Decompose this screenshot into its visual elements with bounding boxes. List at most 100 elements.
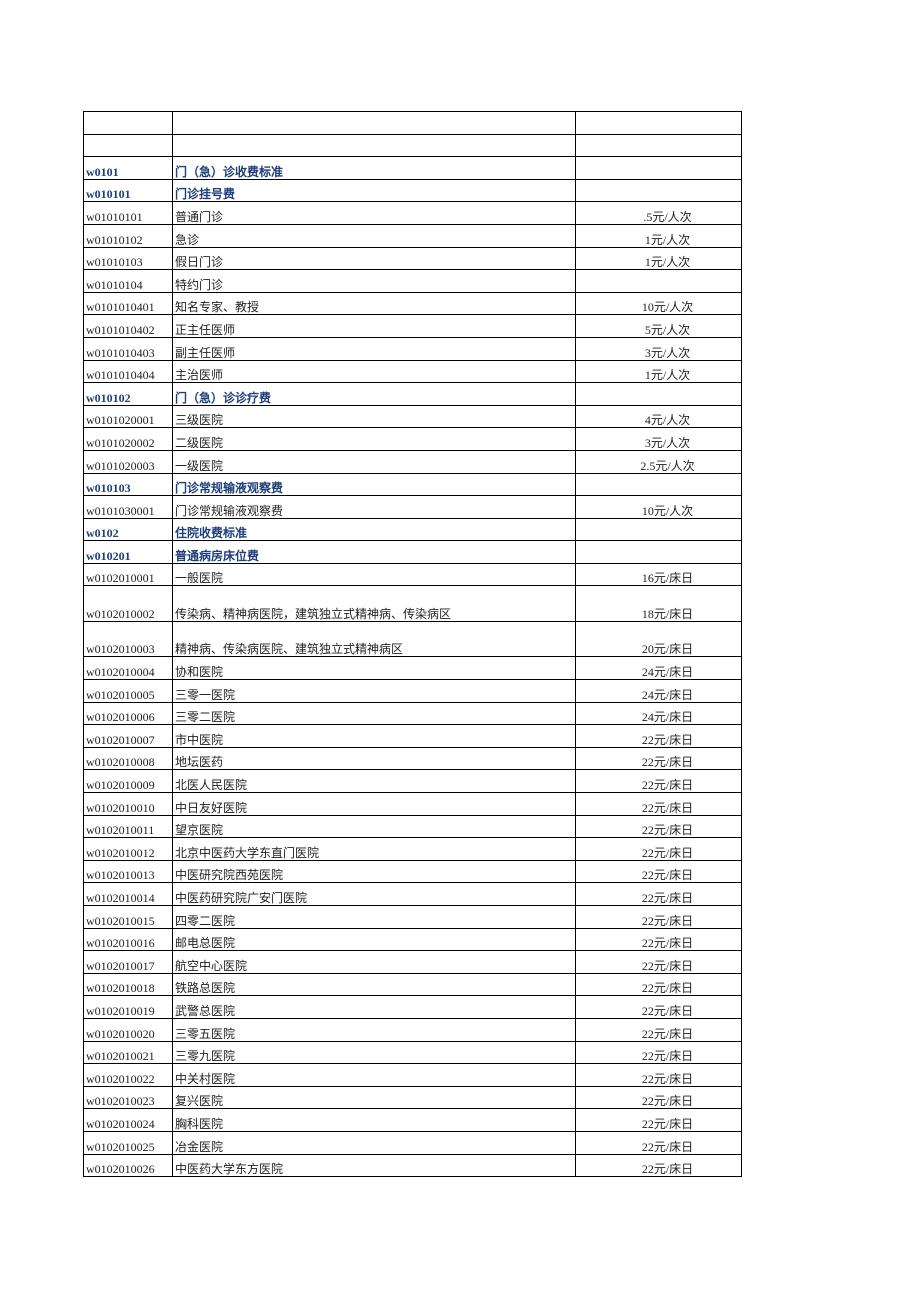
table-row: w0102010005 三零一医院 24元/床日 bbox=[83, 679, 742, 703]
name-cell: 三零一医院 bbox=[172, 679, 576, 703]
category-row: w010102 门（急）诊诊疗费 bbox=[83, 382, 742, 406]
table-row: w0102010009 北医人民医院 22元/床日 bbox=[83, 769, 742, 794]
price-cell: 22元/床日 bbox=[575, 1085, 742, 1110]
price-cell bbox=[575, 472, 742, 497]
price-cell bbox=[575, 382, 742, 406]
code-cell: w0102010013 bbox=[83, 859, 173, 884]
table-row: w0102010023 复兴医院 22元/床日 bbox=[83, 1085, 742, 1110]
code-cell: w0102010016 bbox=[83, 927, 173, 952]
name-cell: 胸科医院 bbox=[172, 1108, 576, 1132]
name-cell: 一级医院 bbox=[172, 449, 576, 474]
name-cell: 主治医师 bbox=[172, 359, 576, 384]
name-cell: 复兴医院 bbox=[172, 1085, 576, 1110]
code-cell: w010103 bbox=[83, 472, 173, 497]
price-cell: 24元/床日 bbox=[575, 701, 742, 726]
table-row: w0102010011 望京医院 22元/床日 bbox=[83, 814, 742, 839]
table-row: w0102010025 冶金医院 22元/床日 bbox=[83, 1130, 742, 1155]
price-cell: 3元/人次 bbox=[575, 336, 742, 361]
name-cell: 中关村医院 bbox=[172, 1063, 576, 1087]
price-cell: 22元/床日 bbox=[575, 905, 742, 929]
table-row: w0102010014 中医药研究院广安门医院 22元/床日 bbox=[83, 882, 742, 906]
price-cell: 1元/人次 bbox=[575, 223, 742, 248]
code-cell: w01010104 bbox=[83, 269, 173, 293]
name-cell: 协和医院 bbox=[172, 656, 576, 681]
table-row: w0102010013 中医研究院西苑医院 22元/床日 bbox=[83, 859, 742, 884]
table-row: w01010103 假日门诊 1元/人次 bbox=[83, 246, 742, 271]
name-cell: 望京医院 bbox=[172, 814, 576, 839]
code-cell: w0102010019 bbox=[83, 995, 173, 1019]
code-cell: w01010102 bbox=[83, 223, 173, 248]
code-cell: w0102010011 bbox=[83, 814, 173, 839]
header-row bbox=[83, 133, 742, 158]
table-row: w0102010019 武警总医院 22元/床日 bbox=[83, 995, 742, 1019]
table-row: w0101010404 主治医师 1元/人次 bbox=[83, 359, 742, 384]
code-cell: w0102010012 bbox=[83, 837, 173, 861]
price-cell bbox=[575, 517, 742, 542]
code-cell: w0101020003 bbox=[83, 449, 173, 474]
price-cell bbox=[575, 156, 742, 180]
price-cell: 22元/床日 bbox=[575, 1108, 742, 1132]
code-cell: w0102010018 bbox=[83, 972, 173, 997]
table-row: w0102010020 三零五医院 22元/床日 bbox=[83, 1017, 742, 1042]
category-row: w010201 普通病房床位费 bbox=[83, 540, 742, 564]
name-cell: 航空中心医院 bbox=[172, 950, 576, 974]
price-cell: 10元/人次 bbox=[575, 291, 742, 316]
table-row: w0101010401 知名专家、教授 10元/人次 bbox=[83, 291, 742, 316]
table-row: w01010104 特约门诊 bbox=[83, 269, 742, 293]
table-row: w0102010006 三零二医院 24元/床日 bbox=[83, 701, 742, 726]
name-cell: 门（急）诊收费标准 bbox=[172, 156, 576, 180]
name-cell: 中日友好医院 bbox=[172, 792, 576, 816]
price-cell: 22元/床日 bbox=[575, 1153, 742, 1178]
name-cell: 假日门诊 bbox=[172, 246, 576, 271]
table-row: w0102010003 精神病、传染病医院、建筑独立式精神病区 20元/床日 bbox=[83, 620, 742, 658]
price-cell: 22元/床日 bbox=[575, 1017, 742, 1042]
name-cell: 北医人民医院 bbox=[172, 769, 576, 794]
name-cell: 知名专家、教授 bbox=[172, 291, 576, 316]
price-cell: 22元/床日 bbox=[575, 995, 742, 1019]
name-cell: 三零五医院 bbox=[172, 1017, 576, 1042]
price-cell: 5元/人次 bbox=[575, 314, 742, 338]
price-cell bbox=[575, 540, 742, 564]
name-cell: 急诊 bbox=[172, 223, 576, 248]
name-cell: 普通门诊 bbox=[172, 201, 576, 225]
name-cell: 中医研究院西苑医院 bbox=[172, 859, 576, 884]
name-cell: 二级医院 bbox=[172, 427, 576, 451]
price-cell: 2.5元/人次 bbox=[575, 449, 742, 474]
name-cell: 三级医院 bbox=[172, 404, 576, 429]
price-cell bbox=[575, 269, 742, 293]
name-cell: 门诊挂号费 bbox=[172, 178, 576, 203]
name-cell: 铁路总医院 bbox=[172, 972, 576, 997]
code-cell: w0101010404 bbox=[83, 359, 173, 384]
name-cell: 正主任医师 bbox=[172, 314, 576, 338]
code-cell: w0102010007 bbox=[83, 724, 173, 748]
table-row: w0102010018 铁路总医院 22元/床日 bbox=[83, 972, 742, 997]
name-cell: 三零九医院 bbox=[172, 1040, 576, 1065]
code-cell: w0102010015 bbox=[83, 905, 173, 929]
header-cell bbox=[172, 111, 576, 135]
header-cell bbox=[575, 133, 742, 158]
code-cell: w0102010005 bbox=[83, 679, 173, 703]
code-cell: w0101010403 bbox=[83, 336, 173, 361]
price-cell: 4元/人次 bbox=[575, 404, 742, 429]
code-cell: w0101010402 bbox=[83, 314, 173, 338]
table-row: w0101010403 副主任医师 3元/人次 bbox=[83, 336, 742, 361]
table-row: w0102010015 四零二医院 22元/床日 bbox=[83, 905, 742, 929]
name-cell: 中医药大学东方医院 bbox=[172, 1153, 576, 1178]
code-cell: w01010103 bbox=[83, 246, 173, 271]
code-cell: w0102010023 bbox=[83, 1085, 173, 1110]
code-cell: w0102010006 bbox=[83, 701, 173, 726]
code-cell: w0101030001 bbox=[83, 495, 173, 519]
table-row: w0102010010 中日友好医院 22元/床日 bbox=[83, 792, 742, 816]
code-cell: w0102010002 bbox=[83, 585, 173, 622]
table-row: w01010101 普通门诊 .5元/人次 bbox=[83, 201, 742, 225]
price-cell: 1元/人次 bbox=[575, 246, 742, 271]
code-cell: w0102010004 bbox=[83, 656, 173, 681]
name-cell: 武警总医院 bbox=[172, 995, 576, 1019]
table-row: w0102010026 中医药大学东方医院 22元/床日 bbox=[83, 1153, 742, 1178]
category-row: w010101 门诊挂号费 bbox=[83, 178, 742, 203]
code-cell: w0102 bbox=[83, 517, 173, 542]
code-cell: w0102010017 bbox=[83, 950, 173, 974]
table-row: w0102010001 一般医院 16元/床日 bbox=[83, 562, 742, 587]
price-cell: 22元/床日 bbox=[575, 724, 742, 748]
price-cell: 16元/床日 bbox=[575, 562, 742, 587]
